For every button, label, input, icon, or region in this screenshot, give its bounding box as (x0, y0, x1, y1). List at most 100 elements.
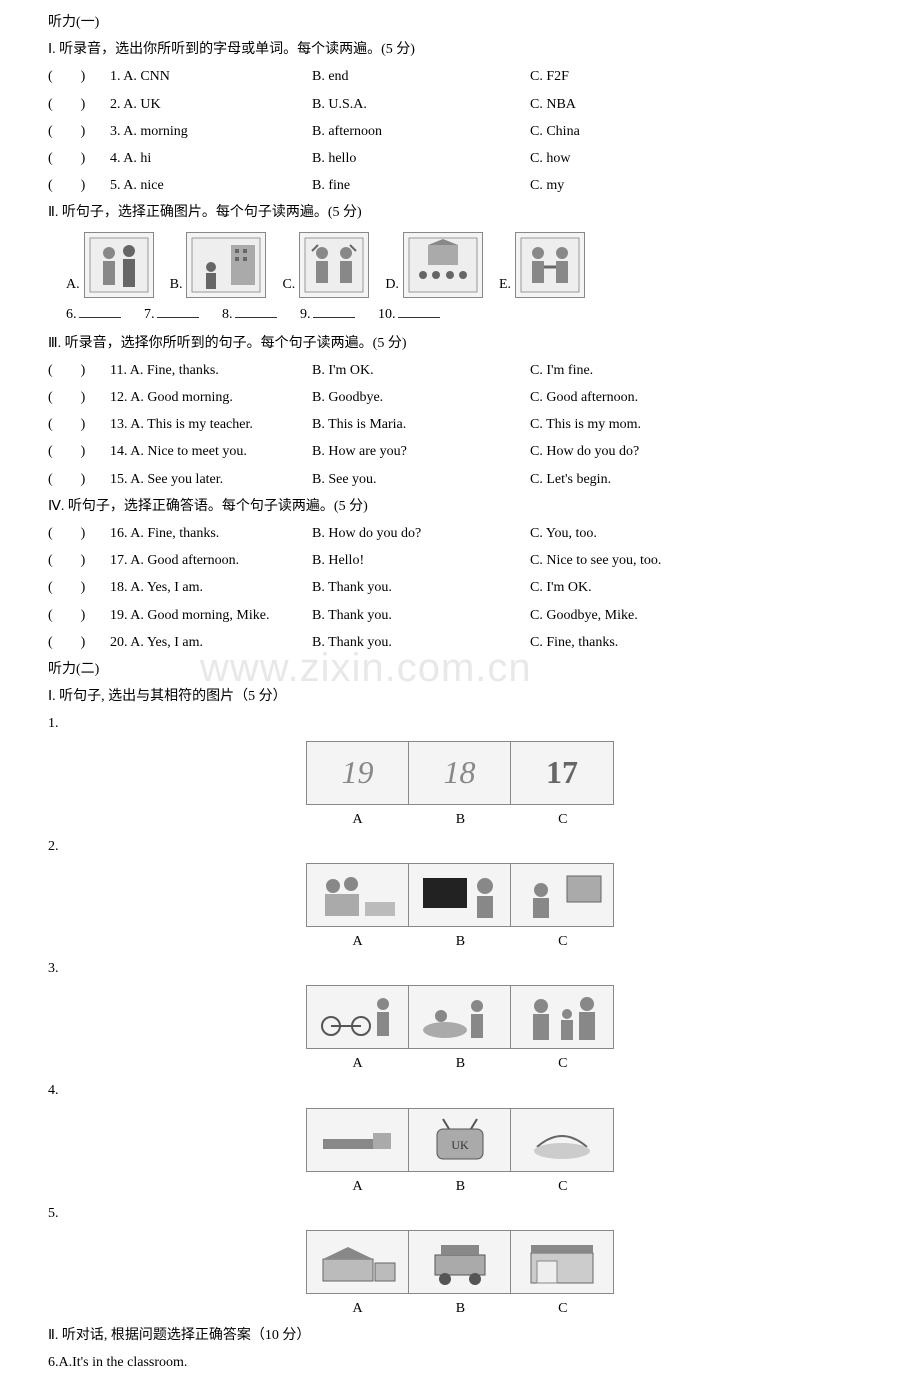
option-b: B. I'm OK. (312, 358, 530, 383)
l2-part1-instruction: Ⅰ. 听句子, 选出与其相符的图片（5 分） (48, 684, 872, 709)
question-row: ( )14. A. Nice to meet you. B. How are y… (48, 439, 872, 464)
fill-blank[interactable] (235, 304, 277, 318)
question-row: ( )3. A. morning B. afternoon C. China (48, 119, 872, 144)
abc-image-block: A B C (48, 983, 872, 1076)
option-c: C. This is my mom. (530, 412, 641, 437)
placeholder-image (511, 1231, 613, 1293)
option-a: A. Fine, thanks. (130, 363, 219, 378)
answer-blank[interactable]: ( ) (48, 630, 110, 655)
image-label: C. (282, 272, 295, 297)
image-label: A. (66, 272, 80, 297)
question-row: 6.A.It's in the classroom. (48, 1350, 872, 1375)
q-num: 3. (110, 124, 123, 139)
option-b: B. Thank you. (312, 603, 530, 628)
answer-blank[interactable]: ( ) (48, 92, 110, 117)
answer-blank[interactable]: ( ) (48, 385, 110, 410)
answer-blank[interactable]: ( ) (48, 412, 110, 437)
question-row: ( )1. A. CNN B. end C. F2F (48, 64, 872, 89)
option-c: C. How do you do? (530, 439, 639, 464)
abc-label: A (353, 1174, 363, 1199)
option-a: A. This is my teacher. (130, 417, 253, 432)
option-a: A. UK (123, 97, 160, 112)
option-b: B. This is Maria. (312, 412, 530, 437)
option-c: C. You, too. (530, 521, 597, 546)
placeholder-image (511, 986, 613, 1048)
question-row: ( )13. A. This is my teacher. B. This is… (48, 412, 872, 437)
option-c: C. Good afternoon. (530, 385, 638, 410)
placeholder-image: 18 (409, 742, 511, 804)
answer-blank[interactable]: ( ) (48, 173, 110, 198)
question-row: ( )11. A. Fine, thanks. B. I'm OK. C. I'… (48, 358, 872, 383)
question-row: ( )20. A. Yes, I am. B. Thank you. C. Fi… (48, 630, 872, 655)
answer-blank[interactable]: ( ) (48, 467, 110, 492)
abc-label: C (558, 929, 567, 954)
part4-instruction: Ⅳ. 听句子，选择正确答语。每个句子读两遍。(5 分) (48, 494, 872, 519)
placeholder-image (511, 864, 613, 926)
placeholder-image (409, 1231, 511, 1293)
option-b: B. How do you do? (312, 521, 530, 546)
fill-num: 9. (300, 307, 311, 322)
fill-num: 6. (66, 307, 77, 322)
fill-blank[interactable] (313, 304, 355, 318)
fill-blank[interactable] (79, 304, 121, 318)
abc-label: A (353, 807, 363, 832)
l2-item-number: 3. (48, 956, 872, 981)
answer-blank[interactable]: ( ) (48, 575, 110, 600)
fill-blank[interactable] (157, 304, 199, 318)
abc-label: C (558, 1296, 567, 1321)
answer-blank[interactable]: ( ) (48, 119, 110, 144)
option-b: B. afternoon (312, 119, 530, 144)
question-row: ( )19. A. Good morning, Mike. B. Thank y… (48, 603, 872, 628)
q-num: 18. (110, 580, 130, 595)
q-num: 19. (110, 608, 130, 623)
option-a: A. hi (123, 151, 151, 166)
option-b: B. U.S.A. (312, 92, 530, 117)
answer-blank[interactable]: ( ) (48, 64, 110, 89)
abc-label: C (558, 1174, 567, 1199)
image-cell: D. (385, 232, 483, 298)
l2-item-number: 4. (48, 1078, 872, 1103)
image-cell: C. (282, 232, 369, 298)
abc-label: B (456, 1051, 465, 1076)
q-num: 17. (110, 553, 130, 568)
abc-image-block: UK A B C (48, 1106, 872, 1199)
option-a: A. Yes, I am. (130, 635, 203, 650)
option-c: C. Goodbye, Mike. (530, 603, 638, 628)
option-b: B. Goodbye. (312, 385, 530, 410)
option-a: A. CNN (123, 69, 170, 84)
answer-blank[interactable]: ( ) (48, 548, 110, 573)
l2-item-number: 2. (48, 834, 872, 859)
answer-blank[interactable]: ( ) (48, 439, 110, 464)
fill-num: 10. (378, 307, 396, 322)
image-label: B. (170, 272, 183, 297)
answer-blank[interactable]: ( ) (48, 146, 110, 171)
option-a: A. Fine, thanks. (130, 526, 219, 541)
abc-image-block: A B C (48, 1228, 872, 1321)
abc-label: A (353, 1296, 363, 1321)
option-c: C. I'm OK. (530, 575, 592, 600)
abc-label: B (456, 929, 465, 954)
option-a: A. nice (123, 178, 163, 193)
image-label: D. (385, 272, 399, 297)
placeholder-image (511, 1109, 613, 1171)
l2-item-number: 1. (48, 711, 872, 736)
answer-blank[interactable]: ( ) (48, 358, 110, 383)
q-num: 2. (110, 97, 123, 112)
image-cell: A. (66, 232, 154, 298)
option-b: B. hello (312, 146, 530, 171)
placeholder-image: 19 (307, 742, 409, 804)
abc-label: B (456, 1174, 465, 1199)
option-c: C. Fine, thanks. (530, 630, 618, 655)
fill-blank[interactable] (398, 304, 440, 318)
part2-image-row: A. B. C. D. E. (66, 232, 872, 298)
part3-instruction: Ⅲ. 听录音，选择你所听到的句子。每个句子读两遍。(5 分) (48, 331, 872, 356)
option-b: B. See you. (312, 467, 530, 492)
q-num: 14. (110, 444, 130, 459)
placeholder-image (84, 232, 154, 298)
answer-blank[interactable]: ( ) (48, 603, 110, 628)
q-num: 20. (110, 635, 130, 650)
fill-blank-row: 6. 7. 8. 9. 10. (66, 302, 872, 327)
option-b: B. fine (312, 173, 530, 198)
abc-label: C (558, 807, 567, 832)
answer-blank[interactable]: ( ) (48, 521, 110, 546)
